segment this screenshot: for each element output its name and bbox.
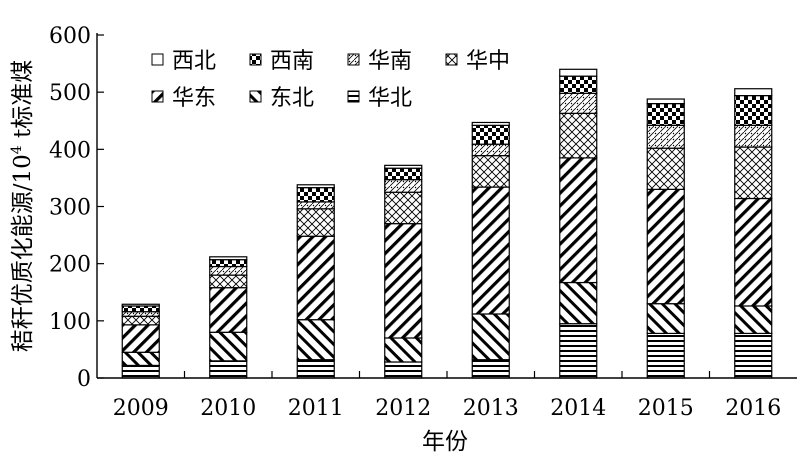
bar-segment-2011-s6 xyxy=(296,184,335,189)
legend-label-西北: 西北 xyxy=(172,49,216,74)
bar-segment-2009-s0 xyxy=(121,364,160,379)
x-tick-label-2016: 2016 xyxy=(725,396,781,421)
bar-segment-2013-s2 xyxy=(471,186,510,315)
legend-swatch-华北 xyxy=(347,90,360,103)
y-tick-label-300: 300 xyxy=(49,196,91,221)
bar-segment-2010-s1 xyxy=(209,331,248,362)
legend-swatch-西南 xyxy=(249,53,262,66)
bar-segment-2012-s0 xyxy=(384,361,423,379)
legend-swatch-华东 xyxy=(151,90,164,103)
bar-segment-2014-s4 xyxy=(559,92,598,114)
bar-segment-2015-s2 xyxy=(646,188,685,305)
legend-swatch-华南 xyxy=(347,53,360,66)
bar-segment-2013-s0 xyxy=(471,359,510,379)
bar-segment-2016-s6 xyxy=(734,88,773,97)
bar-segment-2012-s2 xyxy=(384,223,423,339)
bar-segment-2012-s3 xyxy=(384,191,423,225)
bar-segment-2010-s2 xyxy=(209,287,248,333)
bar-segment-2012-s6 xyxy=(384,164,423,169)
legend-label-东北: 东北 xyxy=(270,86,314,111)
legend-label-西南: 西南 xyxy=(270,49,314,74)
bar-segment-2016-s4 xyxy=(734,124,773,148)
x-tick-label-2013: 2013 xyxy=(463,396,519,421)
bar-segment-2011-s0 xyxy=(296,359,335,379)
bar-segment-2015-s6 xyxy=(646,98,685,105)
y-axis-title: 秸秆优质化能源/104 t标准煤 xyxy=(9,60,36,353)
bar-segment-2013-s1 xyxy=(471,313,510,361)
legend-swatch-西北 xyxy=(151,53,164,66)
bar-segment-2013-s4 xyxy=(471,143,510,157)
bar-segment-2015-s1 xyxy=(646,303,685,335)
bar-segment-2009-s6 xyxy=(121,303,160,307)
bar-segment-2015-s3 xyxy=(646,147,685,190)
x-axis-title: 年份 xyxy=(422,429,468,455)
x-tick-label-2012: 2012 xyxy=(375,396,431,421)
bar-segment-2014-s1 xyxy=(559,281,598,325)
bar-segment-2013-s3 xyxy=(471,155,510,188)
bar-segment-2009-s4 xyxy=(121,311,160,317)
bar-segment-2009-s3 xyxy=(121,315,160,326)
bar-segment-2011-s2 xyxy=(296,235,335,321)
legend-label-华北: 华北 xyxy=(368,86,412,111)
y-tick-label-500: 500 xyxy=(49,81,91,106)
bar-segment-2016-s5 xyxy=(734,94,773,126)
x-tick-label-2009: 2009 xyxy=(113,396,169,421)
y-tick-label-600: 600 xyxy=(49,24,91,49)
bar-segment-2016-s1 xyxy=(734,305,773,335)
legend-label-华南: 华南 xyxy=(368,49,412,74)
bar-segment-2013-s6 xyxy=(471,121,510,126)
legend-label-华中: 华中 xyxy=(466,49,510,74)
bar-segment-2012-s4 xyxy=(384,179,423,193)
bar-segment-2010-s5 xyxy=(209,259,248,268)
legend-label-华东: 华东 xyxy=(172,86,216,111)
bar-segment-2015-s4 xyxy=(646,124,685,149)
bar-segment-2009-s5 xyxy=(121,305,160,313)
bar-segment-2011-s4 xyxy=(296,201,335,210)
bar-segment-2010-s6 xyxy=(209,256,248,261)
legend-swatch-华中 xyxy=(445,53,458,66)
x-tick-label-2011: 2011 xyxy=(288,396,344,421)
bar-segment-2010-s0 xyxy=(209,360,248,379)
bar-segment-2012-s5 xyxy=(384,167,423,181)
legend-swatch-东北 xyxy=(249,90,262,103)
bar-segment-2011-s1 xyxy=(296,319,335,361)
bar-segment-2010-s4 xyxy=(209,265,248,276)
bar-segment-2014-s5 xyxy=(559,75,598,94)
bar-segment-2013-s5 xyxy=(471,124,510,145)
bar-segment-2011-s5 xyxy=(296,187,335,203)
bar-segment-2011-s3 xyxy=(296,208,335,237)
bar-segment-2009-s1 xyxy=(121,351,160,367)
svg-text:秸秆优质化能源/104 t标准煤: 秸秆优质化能源/104 t标准煤 xyxy=(9,60,36,353)
bar-segment-2014-s0 xyxy=(559,323,598,379)
bar-segment-2009-s2 xyxy=(121,324,160,353)
bar-segment-2016-s3 xyxy=(734,146,773,200)
bar-segment-2014-s2 xyxy=(559,157,598,284)
y-tick-label-200: 200 xyxy=(49,253,91,278)
y-tick-label-100: 100 xyxy=(49,310,91,335)
y-tick-label-400: 400 xyxy=(49,138,91,163)
bar-segment-2012-s1 xyxy=(384,337,423,363)
bar-segment-2010-s3 xyxy=(209,274,248,289)
x-tick-label-2010: 2010 xyxy=(200,396,256,421)
x-tick-label-2015: 2015 xyxy=(638,396,694,421)
bar-segment-2016-s2 xyxy=(734,197,773,307)
bar-segment-2015-s0 xyxy=(646,332,685,379)
axes-layer: 0 100 200 300 400 500 600 2009 2010 2011 2012 2013 2… xyxy=(49,24,797,421)
bar-segment-2015-s5 xyxy=(646,102,685,126)
x-tick-label-2014: 2014 xyxy=(550,396,606,421)
y-tick-label-0: 0 xyxy=(77,367,91,392)
bar-segment-2014-s3 xyxy=(559,112,598,159)
bar-segment-2016-s0 xyxy=(734,332,773,379)
bar-segment-2014-s6 xyxy=(559,68,598,77)
bars-layer xyxy=(121,68,773,379)
